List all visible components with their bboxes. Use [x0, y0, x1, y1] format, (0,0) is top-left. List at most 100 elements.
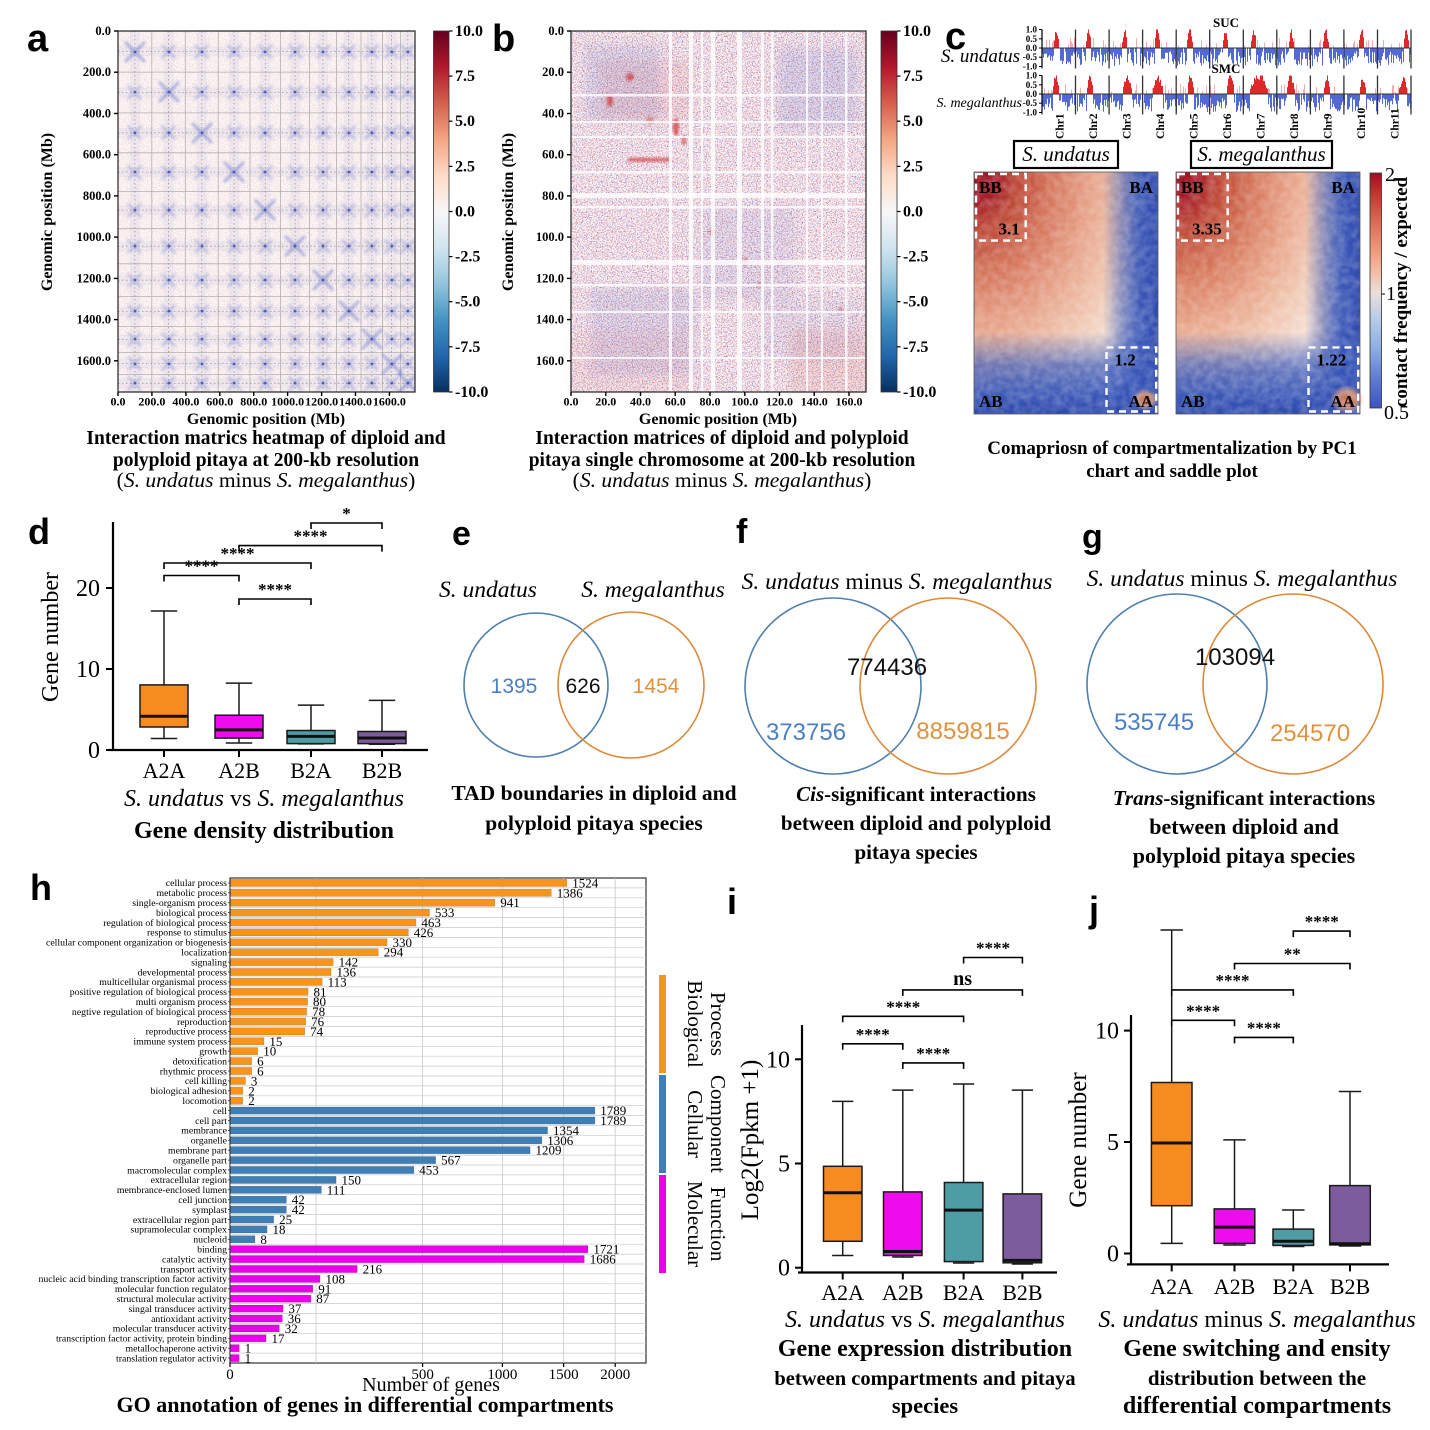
svg-text:0: 0: [88, 738, 100, 764]
svg-text:molecular transducer activity: molecular transducer activity: [113, 1324, 227, 1335]
svg-text:A2B: A2B: [1214, 1274, 1256, 1299]
svg-text:TAD boundaries in diploid and: TAD boundaries in diploid and: [451, 781, 736, 805]
svg-text:AB: AB: [1181, 392, 1205, 411]
svg-text:species: species: [892, 1393, 958, 1418]
svg-text:1721: 1721: [593, 1242, 619, 1257]
svg-text:cellular component organizatio: cellular component organization or bioge…: [46, 938, 227, 949]
svg-text:B2B: B2B: [1002, 1280, 1042, 1305]
svg-text:1395: 1395: [491, 675, 538, 698]
svg-text:Interaction matrices of diploi: Interaction matrices of diploid and poly…: [535, 428, 908, 449]
svg-text:330: 330: [393, 935, 413, 950]
svg-text:Chr5: Chr5: [1189, 113, 1201, 139]
svg-text:Trans-significant interactions: Trans-significant interactions: [1113, 786, 1375, 810]
svg-text:S. megalanthus: S. megalanthus: [936, 96, 1022, 111]
svg-text:****: ****: [1305, 912, 1339, 931]
svg-text:Chr2: Chr2: [1088, 113, 1100, 139]
svg-text:single-organism process: single-organism process: [132, 898, 227, 909]
svg-text:a: a: [27, 18, 49, 60]
svg-text:cell killing: cell killing: [185, 1076, 227, 1087]
svg-text:1524: 1524: [572, 875, 599, 890]
svg-text:80.0: 80.0: [700, 395, 721, 409]
svg-text:774436: 774436: [847, 654, 927, 681]
svg-text:7.5: 7.5: [455, 68, 475, 85]
svg-text:25: 25: [279, 1212, 292, 1227]
svg-text:87: 87: [316, 1291, 330, 1306]
svg-text:-1.0: -1.0: [1023, 62, 1038, 72]
svg-text:transport activity: transport activity: [160, 1264, 227, 1275]
svg-text:cell part: cell part: [195, 1116, 227, 1127]
svg-text:42: 42: [292, 1192, 305, 1207]
svg-text:SMC: SMC: [1212, 61, 1241, 76]
svg-text:0.5: 0.5: [1384, 402, 1409, 424]
svg-text:15: 15: [269, 1034, 282, 1049]
svg-text:-1.0: -1.0: [1023, 108, 1038, 118]
svg-text:S. undatus minus S. megalanthu: S. undatus minus S. megalanthus: [1087, 566, 1398, 592]
svg-text:BA: BA: [1331, 178, 1355, 197]
svg-text:120.0: 120.0: [536, 271, 564, 285]
svg-text:B2B: B2B: [362, 758, 402, 783]
svg-text:Chr10: Chr10: [1356, 107, 1368, 139]
svg-text:2.5: 2.5: [455, 158, 475, 175]
svg-text:polyploid pitaya species: polyploid pitaya species: [1133, 843, 1356, 868]
svg-text:Gene density distribution: Gene density distribution: [134, 818, 394, 844]
svg-text:-5.0: -5.0: [455, 294, 480, 311]
svg-text:1000.0: 1000.0: [271, 395, 304, 409]
svg-text:136: 136: [337, 965, 357, 980]
svg-text:1600.0: 1600.0: [77, 354, 111, 368]
svg-text:c: c: [945, 16, 966, 58]
svg-text:****: ****: [886, 997, 920, 1016]
svg-text:1454: 1454: [633, 675, 680, 698]
svg-text:120.0: 120.0: [766, 395, 793, 409]
svg-text:5.0: 5.0: [903, 113, 923, 130]
svg-text:Comapriosn of compartmentaliza: Comapriosn of compartmentalization by PC…: [987, 438, 1356, 459]
svg-text:500: 500: [411, 1367, 434, 1383]
svg-text:chart and saddle plot: chart and saddle plot: [1086, 461, 1258, 482]
svg-text:pitaya single chromosome at 20: pitaya single chromosome at 200-kb resol…: [529, 450, 916, 471]
svg-text:42: 42: [292, 1202, 305, 1217]
svg-text:membrance-enclosed lumen: membrance-enclosed lumen: [117, 1185, 227, 1196]
svg-text:74: 74: [310, 1024, 324, 1039]
svg-text:32: 32: [285, 1321, 298, 1336]
svg-text:463: 463: [421, 915, 441, 930]
svg-text:1386: 1386: [557, 885, 584, 900]
svg-text:signaling: signaling: [191, 957, 227, 968]
svg-text:locomotion: locomotion: [182, 1096, 227, 1107]
svg-text:ns: ns: [953, 968, 972, 990]
svg-text:0.0: 0.0: [111, 395, 126, 409]
svg-text:76: 76: [311, 1014, 325, 1029]
svg-text:polyploid pitaya species: polyploid pitaya species: [485, 811, 702, 835]
svg-text:400.0: 400.0: [83, 107, 111, 121]
svg-text:1000.0: 1000.0: [77, 230, 111, 244]
svg-text:cellular process: cellular process: [166, 878, 227, 889]
svg-text:1000: 1000: [487, 1367, 517, 1383]
svg-text:10: 10: [766, 1047, 790, 1073]
svg-text:Chr4: Chr4: [1155, 113, 1167, 139]
svg-text:biological adhesion: biological adhesion: [151, 1086, 228, 1097]
svg-text:multicellular organismal proce: multicellular organismal process: [99, 977, 227, 988]
svg-text:transcription factor activity,: transcription factor activity, protein b…: [56, 1334, 227, 1345]
svg-text:3: 3: [251, 1073, 258, 1088]
svg-text:S. undatus minus S. megalanthu: S. undatus minus S. megalanthus: [742, 569, 1053, 595]
svg-text:A2A: A2A: [143, 758, 186, 783]
svg-text:-10.0: -10.0: [455, 384, 488, 401]
svg-text:response to stimulus: response to stimulus: [147, 928, 227, 939]
svg-text:0.5: 0.5: [1026, 34, 1038, 44]
svg-text:800.0: 800.0: [240, 395, 267, 409]
svg-text:(S. undatus minus S. megalanth: (S. undatus minus S. megalanthus): [117, 468, 416, 492]
svg-text:translation regulator activity: translation regulator activity: [116, 1353, 227, 1364]
svg-text:0.0: 0.0: [1026, 43, 1038, 53]
svg-text:0: 0: [1107, 1242, 1119, 1268]
svg-text:600.0: 600.0: [83, 148, 111, 162]
svg-text:(S. undatus minus S. megalanth: (S. undatus minus S. megalanthus): [573, 468, 872, 492]
svg-text:****: ****: [1186, 1001, 1220, 1020]
svg-text:1200.0: 1200.0: [77, 271, 111, 285]
svg-text:GO annotation of genes in diff: GO annotation of genes in differential c…: [116, 1392, 613, 1417]
svg-text:extracellular region: extracellular region: [151, 1175, 228, 1186]
svg-text:5: 5: [1107, 1130, 1119, 1156]
svg-text:0.0: 0.0: [95, 24, 111, 38]
svg-text:-10.0: -10.0: [903, 384, 936, 401]
svg-text:reproductive process: reproductive process: [146, 1027, 228, 1038]
svg-text:S. megalanthus: S. megalanthus: [581, 577, 725, 603]
svg-text:localization: localization: [181, 948, 227, 959]
svg-text:A2B: A2B: [882, 1280, 924, 1305]
